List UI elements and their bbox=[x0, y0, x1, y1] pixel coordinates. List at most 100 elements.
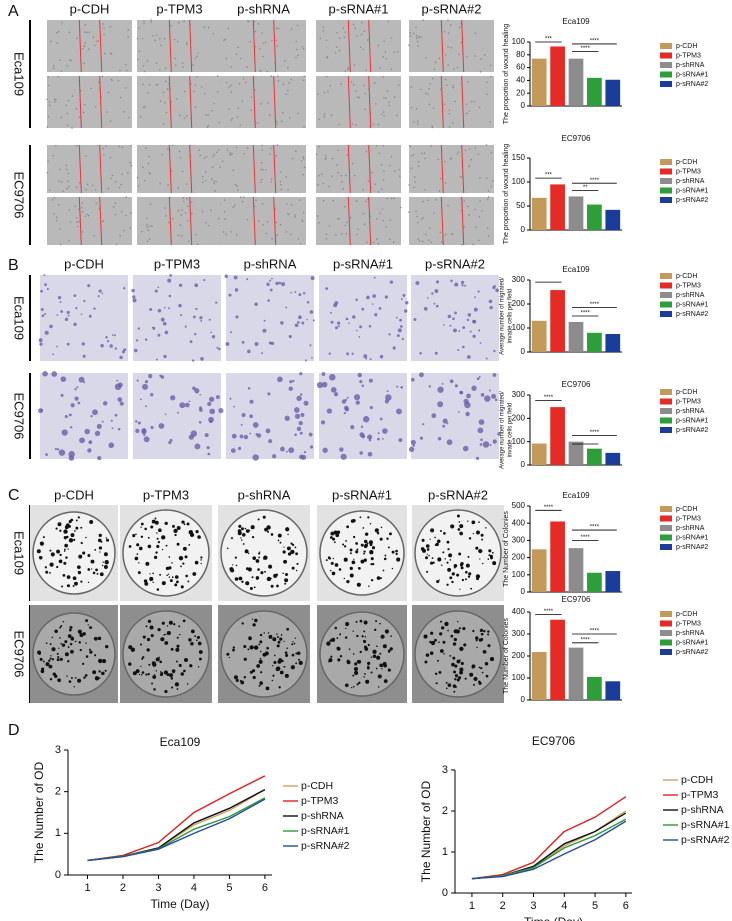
colony bbox=[135, 669, 140, 674]
cell bbox=[269, 288, 273, 292]
colony bbox=[334, 563, 339, 567]
colony bbox=[488, 549, 492, 553]
colony bbox=[189, 664, 193, 668]
colony bbox=[384, 629, 390, 634]
cell bbox=[135, 339, 139, 342]
cell bbox=[329, 374, 336, 381]
texture bbox=[468, 110, 471, 112]
y-tick-label: 0 bbox=[521, 695, 526, 704]
colony bbox=[387, 546, 390, 549]
texture bbox=[242, 78, 245, 80]
cell bbox=[143, 433, 146, 437]
colony bbox=[462, 626, 466, 631]
texture bbox=[213, 180, 216, 182]
colony bbox=[382, 569, 385, 572]
chart-title: Eca109 bbox=[562, 491, 590, 500]
cell bbox=[289, 380, 293, 384]
cell bbox=[198, 421, 202, 424]
cell bbox=[462, 345, 465, 349]
cell bbox=[458, 330, 461, 332]
texture bbox=[143, 20, 145, 22]
cell bbox=[441, 383, 444, 385]
texture bbox=[199, 154, 201, 157]
colony bbox=[470, 587, 473, 590]
bar bbox=[531, 197, 547, 230]
colony bbox=[348, 648, 351, 650]
colony bbox=[77, 678, 82, 683]
colony bbox=[51, 665, 53, 668]
colony bbox=[437, 659, 439, 662]
texture bbox=[393, 96, 396, 98]
cell bbox=[311, 356, 313, 359]
colony bbox=[54, 673, 56, 676]
cell bbox=[431, 413, 437, 419]
cell bbox=[294, 323, 299, 328]
cell bbox=[346, 396, 349, 399]
colony bbox=[363, 676, 365, 678]
colony bbox=[44, 566, 47, 569]
texture bbox=[234, 204, 236, 207]
texture bbox=[285, 176, 288, 178]
colony bbox=[176, 526, 181, 530]
texture bbox=[382, 219, 384, 222]
texture bbox=[395, 114, 398, 117]
colony bbox=[266, 576, 272, 582]
texture bbox=[316, 215, 319, 217]
wound-edge bbox=[347, 75, 351, 129]
wound-edge bbox=[347, 144, 351, 194]
legend-label: p-CDH bbox=[676, 43, 697, 50]
colony bbox=[349, 573, 354, 578]
texture bbox=[472, 243, 474, 246]
colony bbox=[245, 581, 250, 586]
colony bbox=[97, 538, 102, 543]
texture bbox=[261, 203, 264, 205]
texture bbox=[419, 88, 422, 91]
texture bbox=[101, 75, 104, 78]
texture bbox=[409, 145, 411, 148]
cell bbox=[465, 411, 470, 417]
cell bbox=[294, 413, 301, 419]
cell bbox=[492, 439, 497, 444]
texture bbox=[454, 100, 457, 103]
colony bbox=[163, 633, 166, 636]
texture bbox=[390, 37, 393, 39]
colony bbox=[164, 521, 168, 526]
y-tick-label: 100 bbox=[512, 37, 526, 46]
colony bbox=[332, 557, 334, 560]
cell bbox=[491, 393, 497, 399]
legend-label: p-TPM3 bbox=[676, 282, 701, 289]
significance-label: ** bbox=[583, 185, 588, 191]
colony bbox=[232, 648, 235, 652]
colony bbox=[487, 633, 490, 636]
texture bbox=[155, 62, 158, 64]
texture bbox=[360, 46, 362, 49]
cell bbox=[461, 284, 464, 287]
colony bbox=[151, 519, 156, 524]
colony bbox=[352, 653, 355, 655]
texture bbox=[375, 103, 377, 105]
texture bbox=[78, 181, 81, 184]
texture bbox=[382, 56, 384, 58]
texture bbox=[235, 53, 238, 55]
colony bbox=[42, 536, 45, 539]
colony bbox=[260, 671, 263, 674]
cell bbox=[137, 421, 141, 425]
cell bbox=[148, 373, 153, 379]
texture bbox=[415, 107, 418, 110]
texture bbox=[141, 37, 144, 40]
texture bbox=[55, 219, 58, 222]
texture bbox=[207, 26, 210, 29]
cell bbox=[301, 454, 307, 460]
texture bbox=[228, 108, 230, 110]
texture bbox=[470, 158, 472, 161]
colony bbox=[285, 653, 289, 657]
colony bbox=[344, 683, 349, 688]
texture bbox=[56, 42, 59, 44]
micrograph bbox=[221, 197, 306, 245]
y-tick-label: 50 bbox=[516, 201, 525, 210]
colony bbox=[64, 640, 68, 644]
cell bbox=[194, 332, 197, 336]
colony bbox=[190, 641, 194, 646]
texture bbox=[201, 210, 204, 213]
legend-label: p-CDH bbox=[301, 780, 333, 792]
